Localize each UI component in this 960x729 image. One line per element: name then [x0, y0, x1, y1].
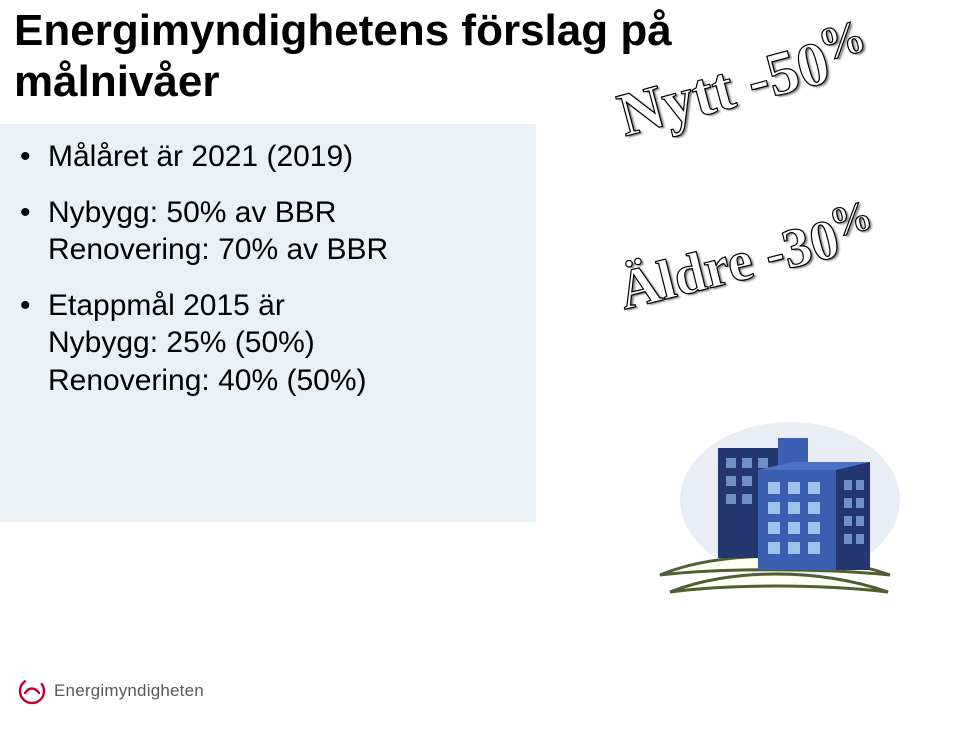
bullet-2-line1: Nybygg: 50% av BBR [48, 196, 336, 229]
logo: Energimyndigheten [18, 677, 204, 705]
bullet-2: Nybygg: 50% av BBR Renovering: 70% av BB… [44, 194, 510, 269]
bullet-3: Etappmål 2015 är Nybygg: 25% (50%) Renov… [44, 287, 510, 400]
logo-icon [18, 677, 46, 705]
title-line-1: Energimyndighetens förslag på [14, 6, 672, 55]
logo-text: Energimyndigheten [54, 681, 204, 701]
bullet-1: Målåret är 2021 (2019) [44, 138, 510, 176]
title-line-2: målnivåer [14, 57, 219, 106]
wordart-aldre: Äldre -30% [612, 196, 886, 323]
building-clipart [640, 400, 900, 620]
wordart-aldre-text: Äldre -30 [613, 208, 846, 322]
bullet-2-line2: Renovering: 70% av BBR [48, 231, 510, 269]
slide-title: Energimyndighetens förslag på målnivåer [14, 6, 672, 107]
slide: Energimyndighetens förslag på målnivåer … [0, 0, 960, 729]
bullet-3-line1: Etappmål 2015 är [48, 289, 285, 322]
building-icon [640, 400, 900, 620]
bullet-3-line3: Renovering: 40% (50%) [48, 362, 510, 400]
bullet-3-line2: Nybygg: 25% (50%) [48, 324, 510, 362]
bullet-1-text: Målåret är 2021 (2019) [48, 140, 353, 173]
bullet-panel: Målåret är 2021 (2019) Nybygg: 50% av BB… [0, 124, 536, 522]
bullet-list: Målåret är 2021 (2019) Nybygg: 50% av BB… [44, 138, 510, 399]
